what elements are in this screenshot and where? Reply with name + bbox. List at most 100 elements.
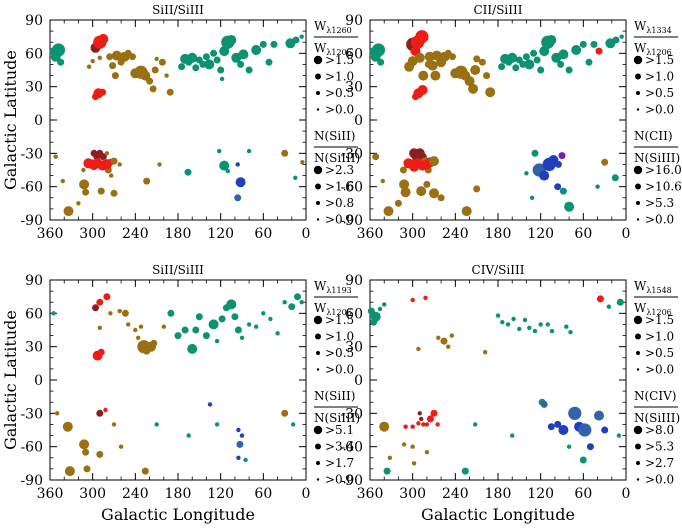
data-point xyxy=(254,324,259,329)
legend-2: N(CIV) N(SiIII)>8.0 >5.3 >2.7 >0.0 xyxy=(633,389,680,487)
data-point xyxy=(143,177,151,185)
data-point xyxy=(399,166,407,174)
data-point xyxy=(512,64,520,72)
data-point xyxy=(403,424,408,429)
data-point xyxy=(517,326,522,332)
x-tick-label: 60 xyxy=(254,226,272,242)
x-tick-label: 240 xyxy=(122,226,149,242)
x-tick-label: 360 xyxy=(37,226,64,242)
legend-entry: >1.0 xyxy=(645,70,674,84)
data-point xyxy=(377,306,383,312)
legend-marker xyxy=(635,183,641,190)
legend-marker xyxy=(636,461,640,465)
data-point xyxy=(79,439,90,450)
legend-denominator: N(SiIII) xyxy=(634,411,680,425)
legend-entry: >0.8 xyxy=(325,196,354,210)
data-point xyxy=(522,317,528,323)
legend-entry: >16.0 xyxy=(645,163,682,177)
data-point xyxy=(208,319,219,330)
data-point xyxy=(219,160,230,171)
data-point xyxy=(595,47,603,55)
data-point xyxy=(449,333,454,338)
data-point xyxy=(181,326,189,334)
data-point xyxy=(412,93,419,101)
x-tick-label: 0 xyxy=(622,226,631,242)
data-point xyxy=(524,59,535,70)
legend-marker xyxy=(633,55,643,65)
legend-entry: >1.0 xyxy=(645,330,674,344)
legend-entry: >0.5 xyxy=(325,86,354,100)
data-point xyxy=(270,40,278,48)
x-tick-label: 60 xyxy=(574,226,592,242)
data-point xyxy=(579,40,587,48)
data-point xyxy=(192,64,200,72)
data-point xyxy=(437,194,445,202)
data-point xyxy=(372,153,380,161)
data-point xyxy=(383,467,391,475)
data-point xyxy=(564,324,569,329)
data-point xyxy=(586,443,594,451)
x-tick-label: 0 xyxy=(622,486,631,502)
data-point xyxy=(99,153,107,161)
y-tick-label: 0 xyxy=(34,113,43,129)
data-point xyxy=(118,444,124,449)
data-point xyxy=(238,49,249,60)
legend-marker xyxy=(313,165,323,175)
data-point xyxy=(612,36,620,44)
data-point xyxy=(226,35,237,45)
legend-entry: >1.5 xyxy=(645,53,674,67)
data-point xyxy=(401,442,407,447)
y-tick-label: -30 xyxy=(20,406,43,422)
data-point xyxy=(82,448,90,456)
data-point xyxy=(558,49,569,60)
data-point xyxy=(382,302,387,307)
x-tick-label: 240 xyxy=(122,486,149,502)
data-point xyxy=(409,161,420,172)
data-point xyxy=(76,201,81,206)
legend-marker xyxy=(636,108,640,111)
legend-entry: >0.0 xyxy=(325,473,354,487)
y-axis-label: Galactic Latitude xyxy=(1,50,20,190)
data-points xyxy=(369,30,624,217)
legend-denominator: N(SiIII) xyxy=(314,411,360,425)
legend-entry: >0.0 xyxy=(325,363,354,377)
data-point xyxy=(133,327,138,333)
legend-2: N(SiII) N(SiIII)>5.1 >3.4 >1.7 >0.0 xyxy=(313,389,360,487)
legend-entry: >1.6 xyxy=(325,180,354,194)
y-tick-label: 90 xyxy=(25,13,43,29)
data-point xyxy=(192,326,200,334)
data-point xyxy=(436,335,441,340)
data-point xyxy=(554,160,562,168)
data-point xyxy=(251,45,262,55)
data-point xyxy=(416,186,427,197)
data-point xyxy=(246,322,252,327)
data-point xyxy=(578,423,592,437)
legend-marker xyxy=(635,443,641,450)
data-point xyxy=(483,350,488,355)
data-point xyxy=(495,313,501,318)
data-point xyxy=(161,324,166,329)
data-point xyxy=(430,409,438,417)
data-point xyxy=(483,72,491,80)
legend-marker xyxy=(316,351,320,355)
data-point xyxy=(429,156,439,167)
data-point xyxy=(158,58,166,66)
legend-marker xyxy=(313,315,323,325)
data-point xyxy=(103,293,111,301)
data-point xyxy=(461,467,469,475)
data-point xyxy=(109,62,117,70)
x-tick-label: 300 xyxy=(79,486,106,502)
data-point xyxy=(415,30,429,44)
y-tick-label: 60 xyxy=(345,46,363,62)
data-point xyxy=(97,348,105,356)
data-point xyxy=(549,328,555,334)
data-point xyxy=(611,174,619,182)
data-points xyxy=(51,293,304,477)
data-point xyxy=(83,465,91,473)
data-point xyxy=(446,344,451,349)
data-point xyxy=(261,311,266,316)
data-point xyxy=(468,83,479,94)
data-point xyxy=(268,316,273,322)
data-point xyxy=(195,313,203,321)
